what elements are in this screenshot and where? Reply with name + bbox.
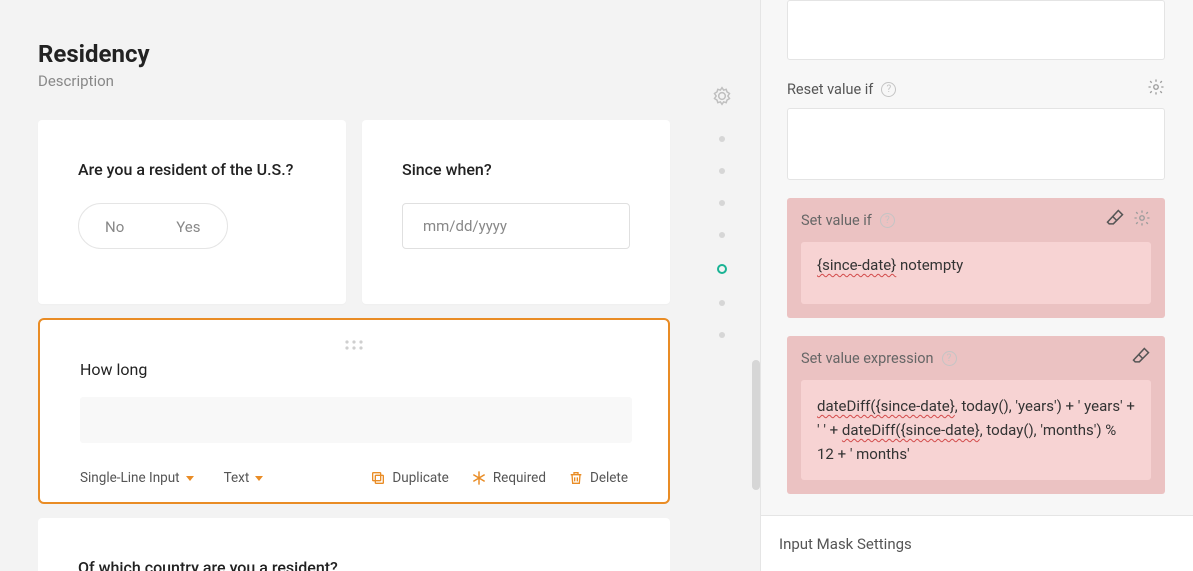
nav-dot-active[interactable] — [717, 264, 727, 274]
page-subtitle: Description — [38, 72, 760, 90]
input-mask-label: Input Mask Settings — [779, 535, 912, 553]
reset-value-label-row: Reset value if ? — [787, 78, 1165, 100]
reset-value-label: Reset value if — [787, 81, 873, 98]
required-label: Required — [493, 470, 546, 486]
question-card-howlong[interactable]: How long Single-Line Input Text — [38, 318, 670, 504]
reset-value-input[interactable] — [787, 108, 1165, 180]
set-value-if-input[interactable]: {since-date} notempty — [801, 242, 1151, 304]
text-input[interactable] — [80, 397, 632, 443]
question-title: Of which country are you a resident? — [78, 558, 630, 571]
input-subtype-label: Text — [224, 470, 250, 486]
help-icon[interactable]: ? — [880, 213, 895, 228]
page-title: Residency — [38, 40, 760, 68]
toggle-option-no[interactable]: No — [79, 204, 150, 248]
delete-button[interactable]: Delete — [568, 470, 628, 486]
expr-text-highlighted: dateDiff({since-date} — [817, 397, 955, 415]
input-mask-settings-bar[interactable]: Input Mask Settings — [761, 515, 1193, 571]
question-card-resident[interactable]: Are you a resident of the U.S.? No Yes — [38, 120, 346, 304]
nav-dot[interactable] — [719, 200, 725, 206]
question-card-since[interactable]: Since when? mm/dd/yyyy — [362, 120, 670, 304]
selected-question-wrap: How long Single-Line Input Text — [38, 318, 760, 504]
gear-icon[interactable] — [1133, 209, 1151, 231]
expr-text: notempty — [896, 256, 963, 274]
duplicate-button[interactable]: Duplicate — [370, 470, 448, 486]
help-icon[interactable]: ? — [942, 351, 957, 366]
chevron-down-icon — [255, 476, 263, 481]
question-row-1: Are you a resident of the U.S.? No Yes S… — [38, 120, 760, 304]
set-value-expression-input[interactable]: dateDiff({since-date}, today(), 'years')… — [801, 380, 1151, 480]
default-value-input[interactable] — [787, 0, 1165, 60]
nav-dot[interactable] — [719, 168, 725, 174]
question-nav-dots — [712, 86, 732, 338]
set-value-expression-label: Set value expression — [801, 350, 934, 367]
gear-icon[interactable] — [1147, 78, 1165, 100]
eraser-icon[interactable] — [1105, 208, 1125, 232]
input-subtype-dropdown[interactable]: Text — [224, 470, 264, 486]
delete-label: Delete — [590, 470, 628, 486]
duplicate-icon — [370, 470, 386, 486]
question-title: Since when? — [402, 160, 630, 179]
expr-text-highlighted: {since-date} — [817, 256, 896, 274]
question-title: Are you a resident of the U.S.? — [78, 160, 306, 179]
expr-text-highlighted: dateDiff({since-date} — [842, 421, 980, 439]
properties-panel: Reset value if ? Set value if ? {since-d… — [760, 0, 1193, 571]
question-type-label: Single-Line Input — [80, 470, 180, 486]
nav-dot[interactable] — [719, 332, 725, 338]
nav-dot[interactable] — [719, 300, 725, 306]
date-placeholder: mm/dd/yyyy — [423, 217, 507, 235]
toggle-option-yes[interactable]: Yes — [150, 204, 226, 248]
nav-dot[interactable] — [719, 232, 725, 238]
nav-dot[interactable] — [719, 136, 725, 142]
eraser-icon[interactable] — [1131, 346, 1151, 370]
drag-handle-icon[interactable] — [80, 334, 628, 352]
date-input[interactable]: mm/dd/yyyy — [402, 203, 630, 249]
yes-no-toggle[interactable]: No Yes — [78, 203, 228, 249]
question-card-country[interactable]: Of which country are you a resident? — [38, 518, 670, 571]
required-button[interactable]: Required — [471, 470, 546, 486]
page-settings-icon[interactable] — [712, 86, 732, 110]
trash-icon — [568, 470, 584, 486]
scrollbar[interactable] — [752, 360, 760, 490]
set-value-expression-section: Set value expression ? dateDiff({since-d… — [787, 336, 1165, 494]
question-title: How long — [80, 360, 628, 379]
duplicate-label: Duplicate — [392, 470, 448, 486]
help-icon[interactable]: ? — [881, 82, 896, 97]
question-footer: Single-Line Input Text Duplicate — [80, 470, 628, 486]
set-value-if-label: Set value if — [801, 212, 872, 229]
question-type-dropdown[interactable]: Single-Line Input — [80, 470, 194, 486]
design-canvas: Residency Description Are you a resident… — [0, 0, 760, 571]
chevron-down-icon — [186, 476, 194, 481]
set-value-if-section: Set value if ? {since-date} notempty — [787, 198, 1165, 318]
asterisk-icon — [471, 470, 487, 486]
